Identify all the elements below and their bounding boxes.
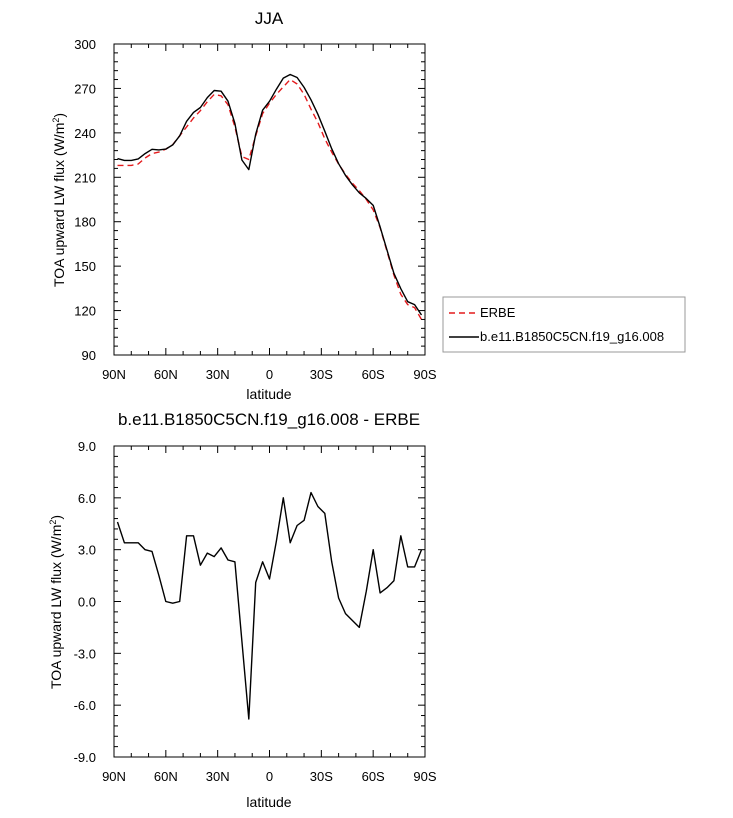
y-tick-label: 120 — [74, 304, 96, 319]
y-tick-label: 6.0 — [78, 491, 96, 506]
x-tick-label: 30N — [206, 769, 230, 784]
x-tick-label: 30N — [206, 367, 230, 382]
y-tick-label: 180 — [74, 215, 96, 230]
y-tick-label: -3.0 — [74, 646, 96, 661]
x-tick-label: 60N — [154, 769, 178, 784]
y-tick-label: 210 — [74, 170, 96, 185]
y-tick-label: -9.0 — [74, 750, 96, 765]
bottom-y-axis-label: TOA upward LW flux (W/m2) — [48, 515, 64, 689]
y-tick-label: 90 — [82, 348, 96, 363]
y-tick-label: 240 — [74, 126, 96, 141]
x-tick-label: 30S — [310, 367, 333, 382]
top-x-axis-label: latitude — [246, 386, 291, 402]
x-tick-label: 30S — [310, 769, 333, 784]
x-tick-label: 60S — [362, 367, 385, 382]
bottom-chart-panel: b.e11.B1850C5CN.f19_g16.008 - ERBE 90N 60… — [48, 410, 437, 810]
x-tick-label: 90S — [413, 367, 436, 382]
y-tick-label: 270 — [74, 81, 96, 96]
y-tick-label: 9.0 — [78, 439, 96, 454]
x-tick-label: 90N — [102, 769, 126, 784]
y-tick-label: 3.0 — [78, 543, 96, 558]
x-tick-label: 60S — [362, 769, 385, 784]
x-tick-label: 0 — [266, 769, 273, 784]
legend-label-erbe: ERBE — [480, 305, 516, 320]
y-tick-label: 150 — [74, 259, 96, 274]
bottom-plot-frame — [113, 445, 426, 758]
x-tick-label: 90S — [413, 769, 436, 784]
legend-box — [442, 296, 686, 353]
top-y-axis-label: TOA upward LW flux (W/m2) — [51, 113, 67, 287]
top-plot-frame — [113, 43, 426, 356]
x-tick-label: 60N — [154, 367, 178, 382]
bottom-chart-title: b.e11.B1850C5CN.f19_g16.008 - ERBE — [118, 410, 420, 429]
b-e11-b1850c5cn-f19-g16-008-series-line — [117, 73, 423, 316]
difference-series-line — [116, 491, 423, 720]
y-tick-label: -6.0 — [74, 698, 96, 713]
x-tick-label: 90N — [102, 367, 126, 382]
legend: ERBE b.e11.B1850C5CN.f19_g16.008 — [442, 296, 686, 353]
x-tick-label: 0 — [266, 367, 273, 382]
y-tick-label: 0.0 — [78, 595, 96, 610]
erbe-series-line — [117, 78, 423, 320]
y-tick-label: 300 — [74, 37, 96, 52]
top-chart-panel: JJA 90N 60N 30N 0 30S 60S 90S 90 120 150 180 210 240… — [51, 9, 437, 402]
top-chart-title: JJA — [255, 9, 284, 28]
legend-label-model: b.e11.B1850C5CN.f19_g16.008 — [480, 329, 664, 344]
bottom-x-axis-label: latitude — [246, 794, 291, 810]
